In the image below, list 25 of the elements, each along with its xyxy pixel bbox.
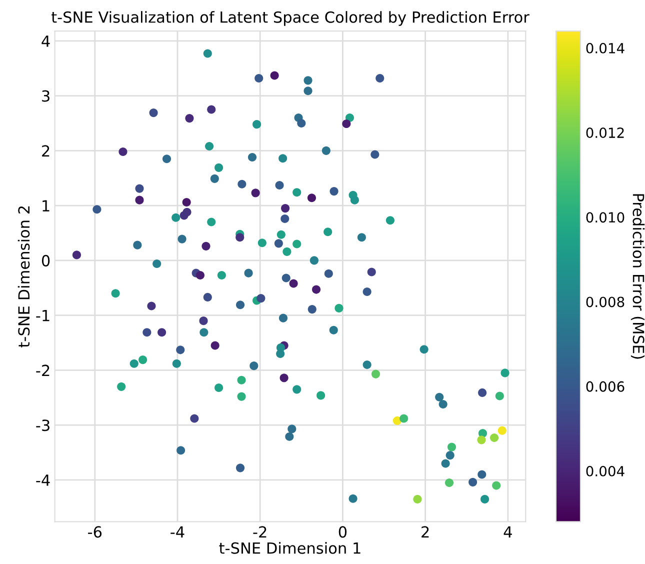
x-axis-title: t-SNE Dimension 1 xyxy=(219,542,360,554)
y-tick-label: 3 xyxy=(42,90,50,102)
x-tick-label: 0 xyxy=(338,526,347,538)
y-tick-label: -1 xyxy=(36,310,50,322)
x-tick-label: -4 xyxy=(170,526,184,538)
color-bar-label: 0.008 xyxy=(586,296,624,308)
y-tick-label: 4 xyxy=(42,36,50,47)
y-tick-label: 2 xyxy=(42,145,50,156)
color-bar-label: 0.010 xyxy=(586,212,624,223)
y-tick-label: -2 xyxy=(36,364,50,376)
x-tick-label: 2 xyxy=(422,526,429,538)
y-axis-title: t-SNE Dimension 2 xyxy=(18,206,30,348)
y-tick-label: -4 xyxy=(36,474,50,486)
x-tick-label: -2 xyxy=(253,526,266,538)
y-tick-label: -3 xyxy=(36,420,50,432)
color-bar-label: 0.012 xyxy=(586,128,624,138)
color-bar-title: Prediction Error (MSE) xyxy=(630,194,645,359)
y-tick-label: 0 xyxy=(42,254,50,266)
x-tick-label: 4 xyxy=(504,526,512,538)
y-tick-label: 1 xyxy=(42,200,50,212)
chart-title: t-SNE Visualization of Latent Space Colored by Prediction Error xyxy=(51,11,530,26)
color-bar-label: 0.006 xyxy=(586,381,624,392)
color-bar-label: 0.014 xyxy=(586,42,624,54)
x-tick-label: -6 xyxy=(88,526,102,538)
color-bar-label: 0.004 xyxy=(586,466,624,476)
